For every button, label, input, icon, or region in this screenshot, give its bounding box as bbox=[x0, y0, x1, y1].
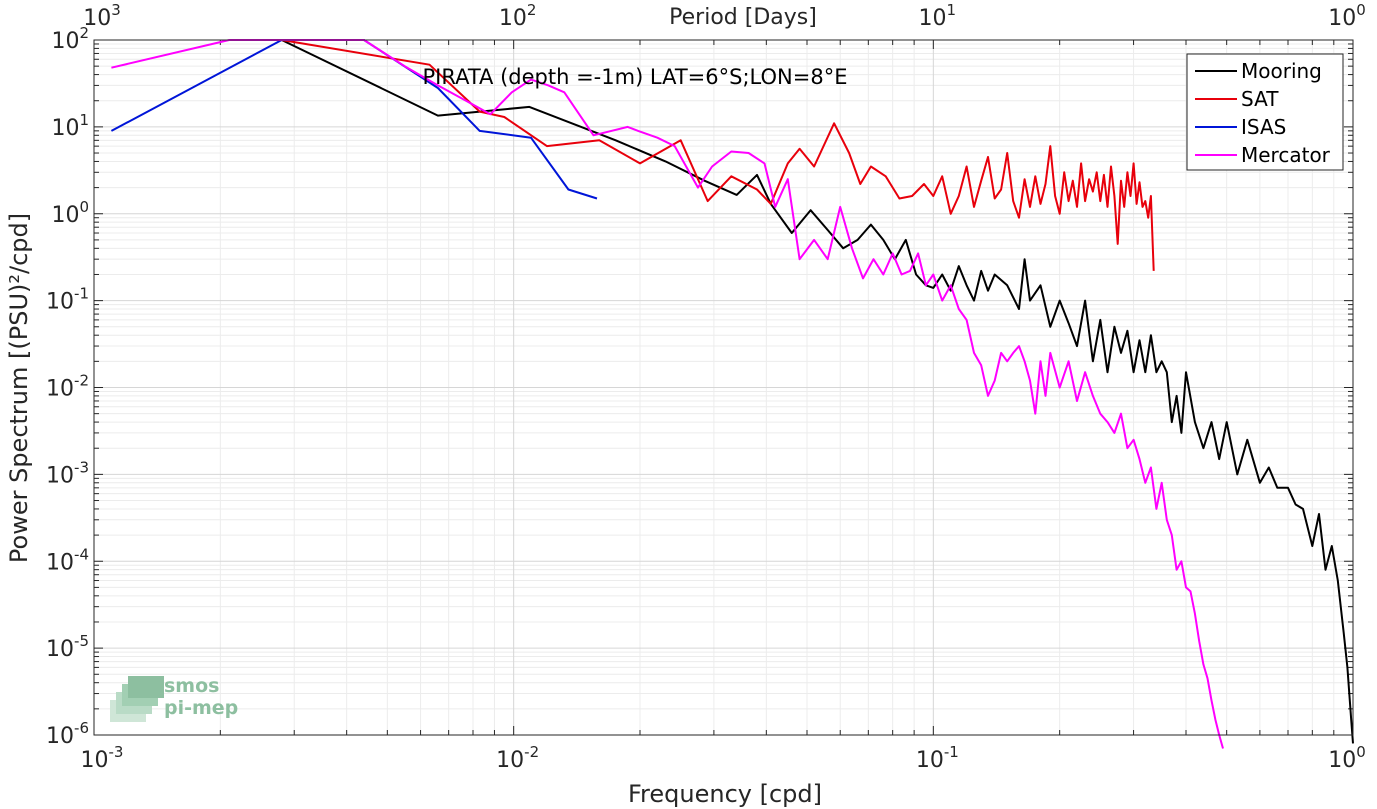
series-line-mooring bbox=[281, 39, 1354, 744]
chart-title: PIRATA (depth =-1m) LAT=6°S;LON=8°E bbox=[423, 65, 848, 89]
y-tick-label: 10-3 bbox=[46, 458, 89, 488]
legend: Mooring SAT ISAS Mercator bbox=[1186, 53, 1344, 171]
axis-ticks bbox=[93, 39, 1354, 736]
logo-line-1: smos bbox=[164, 675, 220, 697]
plot-frame bbox=[93, 39, 1354, 736]
legend-label-mercator: Mercator bbox=[1241, 143, 1331, 167]
y-tick-label: 10-1 bbox=[46, 285, 89, 315]
series-line-mercator bbox=[111, 39, 1224, 749]
x-tick-label: 100 bbox=[1328, 743, 1366, 773]
y-axis-label: Power Spectrum [(PSU)²/cpd] bbox=[5, 213, 33, 563]
y-tick-label: 101 bbox=[51, 111, 89, 141]
legend-label-mooring: Mooring bbox=[1241, 59, 1322, 83]
y-tick-label: 10-2 bbox=[46, 372, 89, 402]
legend-box bbox=[1186, 53, 1344, 171]
top-x-axis-label: Period [Days] bbox=[669, 5, 817, 30]
top-x-tick-label: 101 bbox=[919, 1, 957, 31]
top-x-tick-label: 102 bbox=[499, 1, 537, 31]
x-axis-label: Frequency [cpd] bbox=[628, 780, 822, 808]
series-line-sat bbox=[281, 39, 1155, 271]
x-tick-label: 10-3 bbox=[81, 743, 124, 773]
y-tick-label: 10-5 bbox=[46, 632, 89, 662]
y-tick-label: 10-4 bbox=[46, 545, 89, 575]
legend-label-isas: ISAS bbox=[1241, 115, 1286, 139]
legend-label-sat: SAT bbox=[1241, 87, 1279, 111]
logo-line-2: pi-mep bbox=[164, 697, 239, 719]
x-tick-label: 10-2 bbox=[496, 743, 539, 773]
top-x-tick-label: 103 bbox=[83, 1, 121, 31]
top-x-tick-label: 100 bbox=[1328, 1, 1366, 31]
y-tick-label: 10-6 bbox=[46, 719, 89, 749]
logo-text: smos pi-mep bbox=[164, 675, 238, 719]
y-tick-label: 100 bbox=[51, 198, 89, 228]
x-tick-label: 10-1 bbox=[916, 743, 959, 773]
smos-pi-mep-logo bbox=[110, 676, 164, 722]
y-tick-label: 102 bbox=[51, 24, 89, 54]
